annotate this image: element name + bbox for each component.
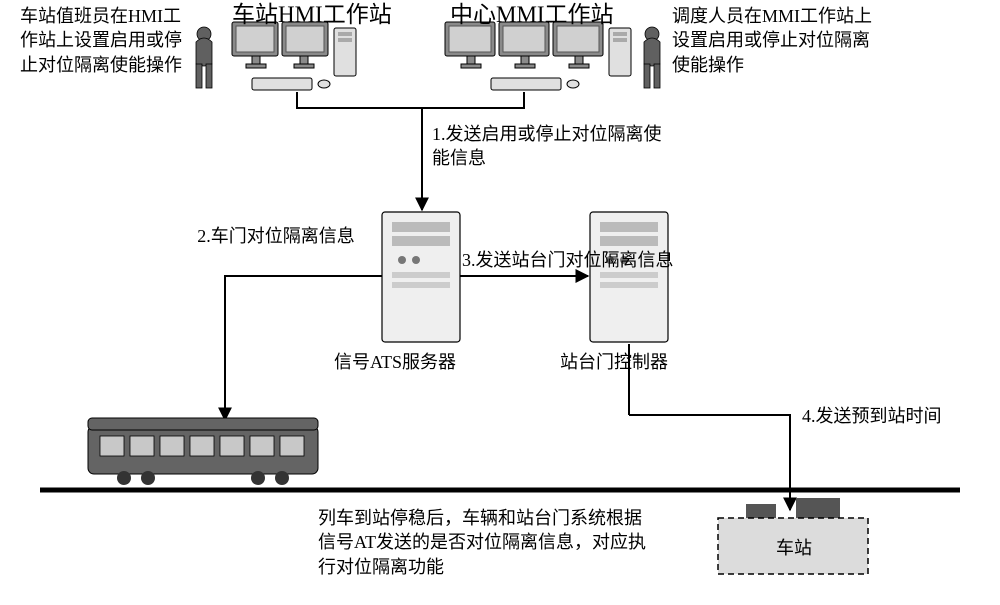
mmi-workstation-icon <box>445 22 631 90</box>
person-right-icon <box>644 27 660 88</box>
ats-server-icon <box>382 212 460 342</box>
ats-server-label: 信号ATS服务器 <box>334 350 456 374</box>
psd-controller-icon <box>590 212 668 342</box>
train-icon <box>88 418 318 485</box>
person-left-icon <box>196 27 212 88</box>
station-label: 车站 <box>776 536 812 560</box>
hmi-title: 车站HMI工作站 <box>232 0 392 30</box>
hmi-workstation-icon <box>232 22 356 90</box>
edge4-label: 4.发送预到站时间 <box>802 404 942 428</box>
left-side-text: 车站值班员在HMI工作站上设置启用或停止对位隔离使能操作 <box>20 4 195 77</box>
footer-text: 列车到站停稳后，车辆和站台门系统根据信号AT发送的是否对位隔离信息，对应执行对位… <box>318 506 658 579</box>
edge1-label: 1.发送启用或停止对位隔离使能信息 <box>432 122 667 171</box>
edge2-label: 2.车门对位隔离信息 <box>196 224 356 248</box>
mmi-title: 中心MMI工作站 <box>450 0 614 30</box>
edge3-label: 3.发送站台门对位隔离信息 <box>462 248 674 272</box>
psd-controller-label: 站台门控制器 <box>560 350 668 374</box>
right-side-text: 调度人员在MMI工作站上设置启用或停止对位隔离使能操作 <box>672 4 877 77</box>
